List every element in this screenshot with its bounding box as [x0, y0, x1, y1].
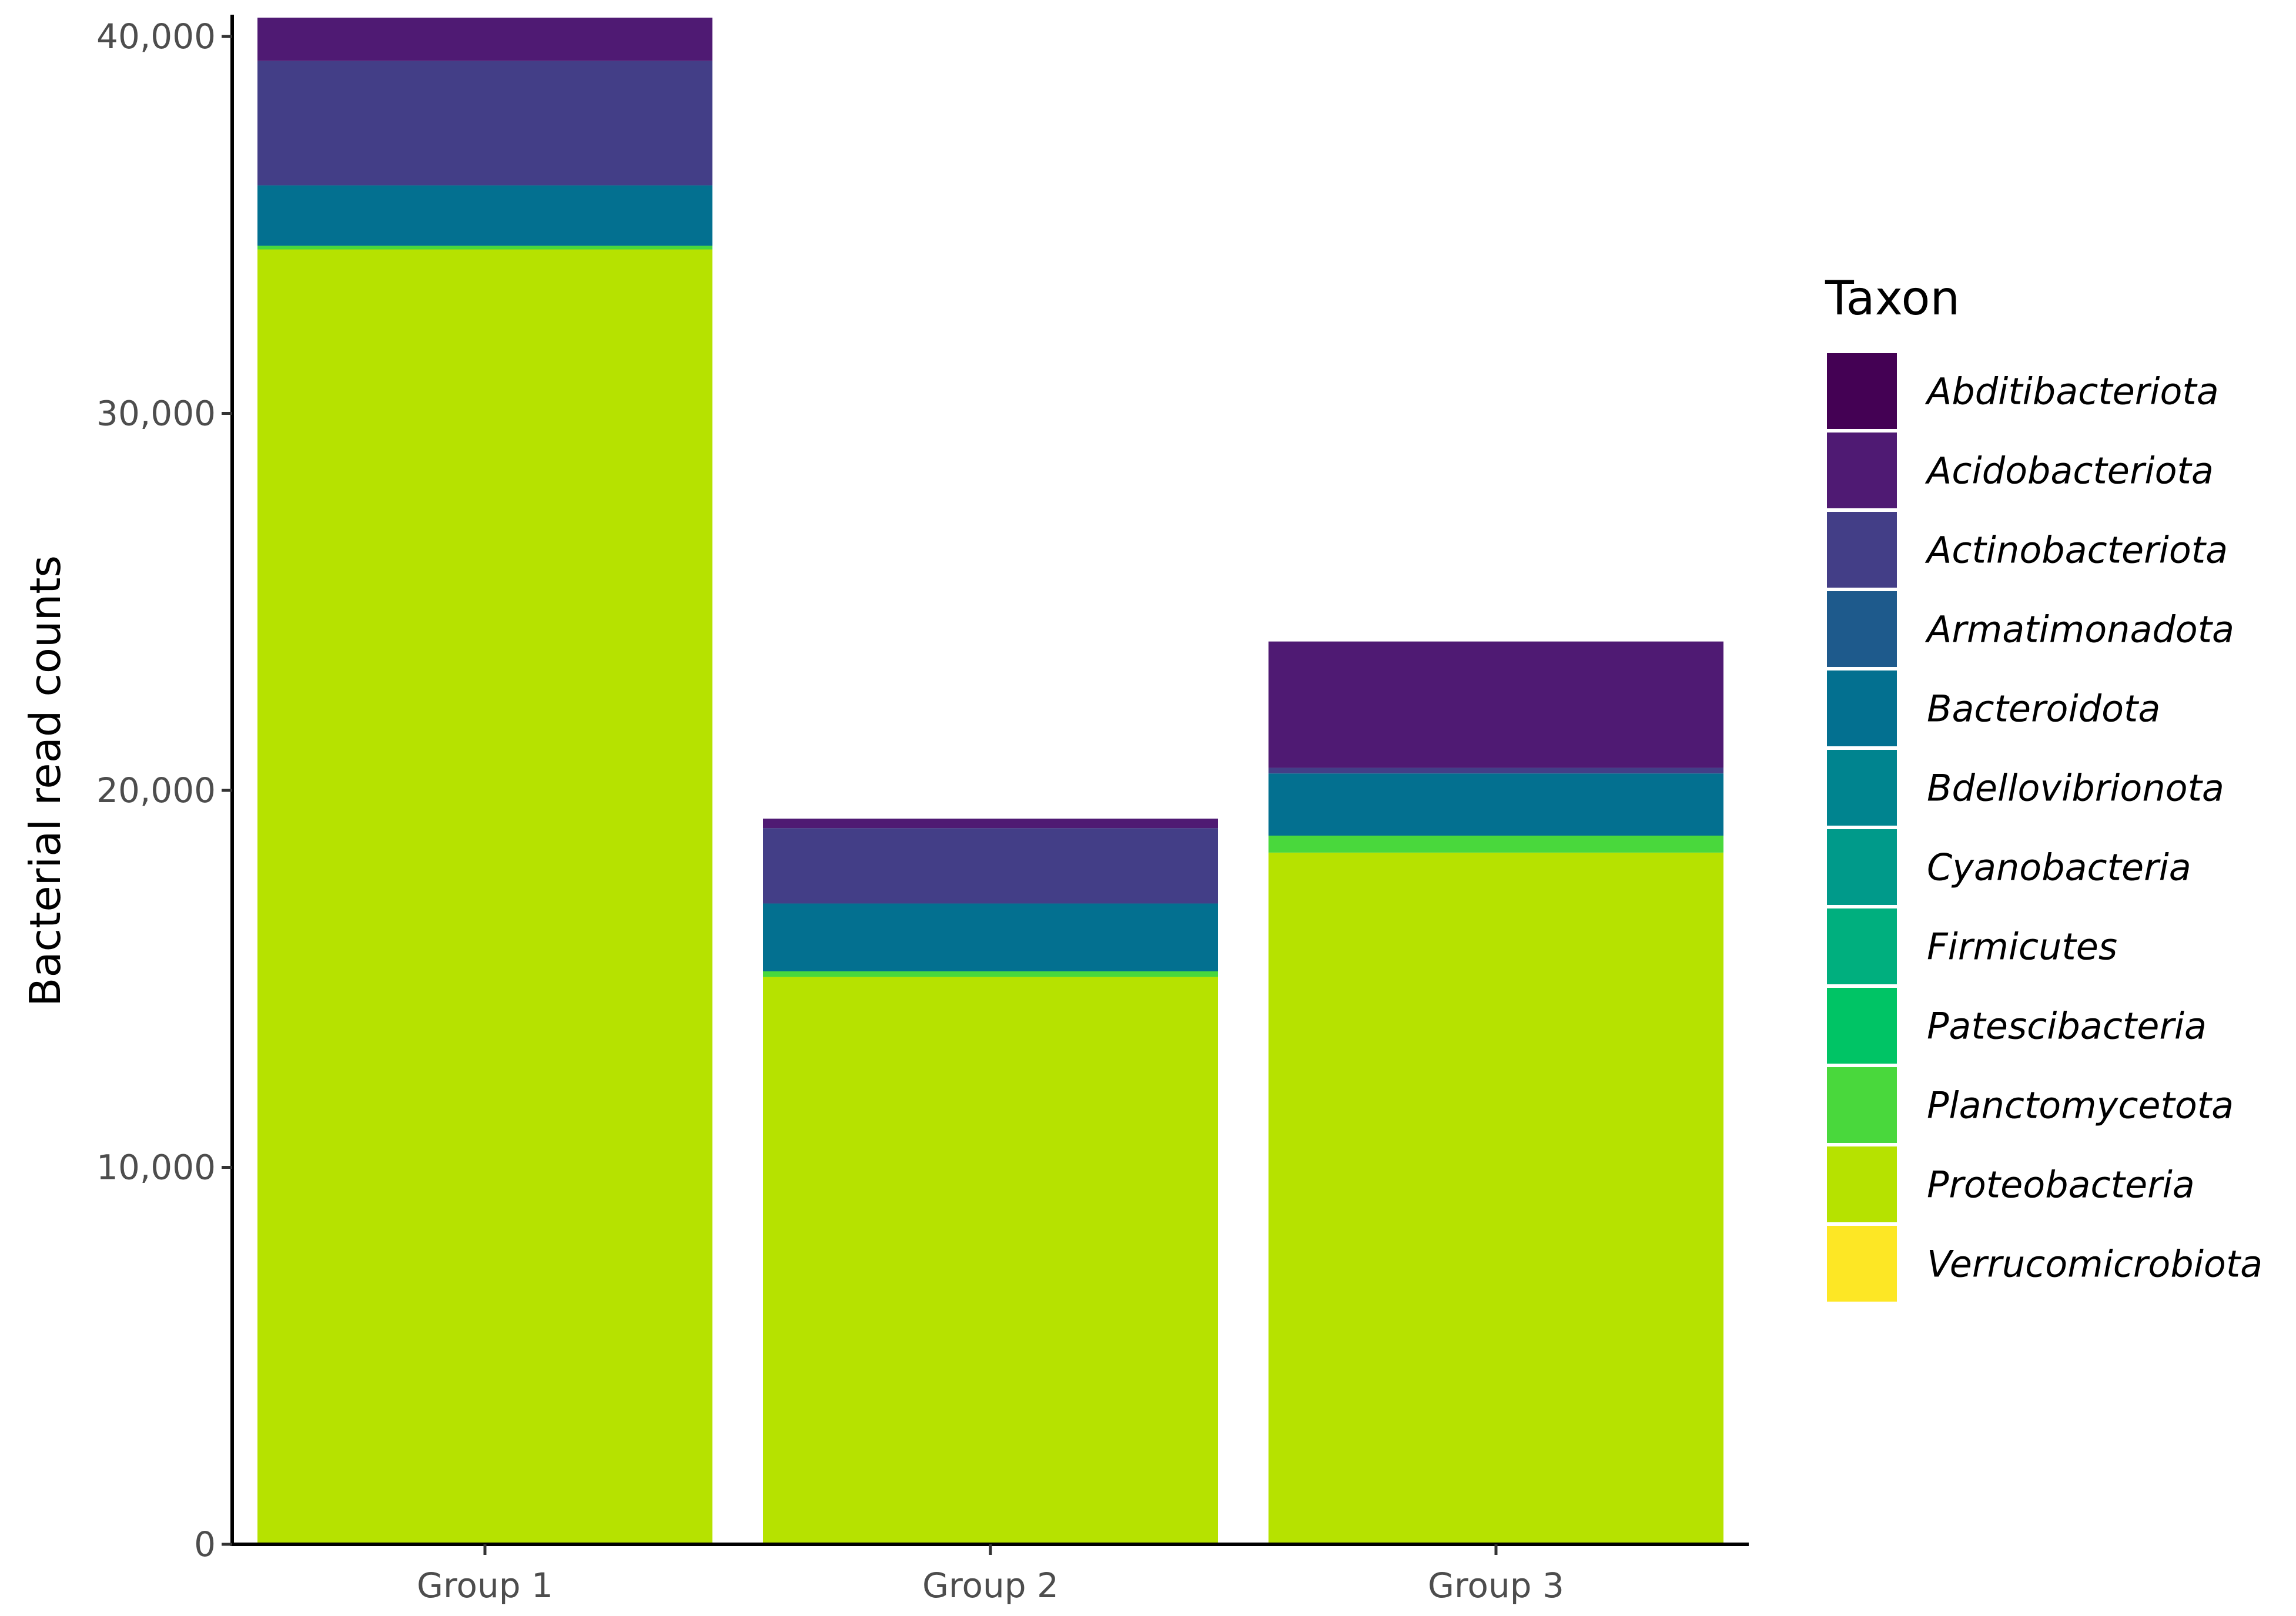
legend-label-bacteroidota: Bacteroidota — [1927, 688, 2160, 730]
legend-key-bdellovibrionota — [1823, 746, 1900, 829]
y-tick-label: 40,000 — [96, 16, 216, 56]
legend-key-actinobacteriota — [1823, 508, 1900, 591]
x-tick-label: Group 3 — [1428, 1565, 1564, 1605]
legend-key-proteobacteria — [1823, 1143, 1900, 1226]
bar-segment-proteobacteria-group-3 — [1269, 852, 1723, 1544]
y-tick-label: 10,000 — [96, 1148, 216, 1188]
y-axis-title: Bacterial read counts — [21, 555, 70, 1007]
bar-segment-actinobacteriota-group-3 — [1269, 767, 1723, 774]
legend-label-cyanobacteria: Cyanobacteria — [1927, 846, 2191, 889]
y-tick-label: 30,000 — [96, 394, 216, 434]
legend-label-firmicutes: Firmicutes — [1927, 926, 2117, 968]
bars-layer — [257, 18, 1723, 1544]
bar-segment-acidobacteriota-group-1 — [257, 18, 712, 61]
legend-label-actinobacteriota: Actinobacteriota — [1925, 529, 2228, 572]
legend-label-patescibacteria: Patescibacteria — [1927, 1005, 2207, 1048]
y-tick-label: 0 — [194, 1524, 216, 1564]
bar-segment-bacteroidota-group-2 — [763, 903, 1218, 971]
bar-segment-acidobacteriota-group-3 — [1269, 641, 1723, 768]
legend-key-verrucomicrobiota — [1823, 1222, 1900, 1305]
legend-title: Taxon — [1825, 271, 1960, 326]
bar-segment-planctomycetota-group-3 — [1269, 836, 1723, 853]
legend-key-cyanobacteria — [1823, 826, 1900, 908]
legend-key-armatimonadota — [1823, 588, 1900, 670]
axes-layer: 0 10,000 20,000 30,000 40,000 Group 1 Group 2 G… — [21, 15, 1749, 1605]
bar-segment-actinobacteriota-group-2 — [763, 828, 1218, 904]
legend-key-abditibacteriota — [1823, 350, 1900, 433]
legend-label-abditibacteriota: Abditibacteriota — [1925, 370, 2219, 413]
bar-segment-proteobacteria-group-2 — [763, 977, 1218, 1544]
bar-segment-acidobacteriota-group-2 — [763, 819, 1218, 829]
y-tick-label: 20,000 — [96, 770, 216, 810]
legend-key-firmicutes — [1823, 905, 1900, 988]
legend-key-acidobacteriota — [1823, 429, 1900, 512]
legend-key-planctomycetota — [1823, 1064, 1900, 1146]
legend: Taxon Abditibacteriota Acidobacteriota Acti… — [1823, 271, 2262, 1305]
x-tick-label: Group 2 — [922, 1565, 1059, 1605]
bar-segment-proteobacteria-group-1 — [257, 249, 712, 1544]
bar-segment-planctomycetota-group-2 — [763, 971, 1218, 977]
x-tick-label: Group 1 — [417, 1565, 553, 1605]
legend-label-acidobacteriota: Acidobacteriota — [1925, 450, 2214, 492]
legend-label-proteobacteria: Proteobacteria — [1927, 1164, 2195, 1206]
bar-segment-actinobacteriota-group-1 — [257, 61, 712, 186]
legend-label-armatimonadota: Armatimonadota — [1925, 608, 2234, 651]
legend-label-verrucomicrobiota: Verrucomicrobiota — [1927, 1243, 2262, 1286]
legend-label-planctomycetota: Planctomycetota — [1927, 1084, 2234, 1127]
bar-segment-bacteroidota-group-1 — [257, 185, 712, 246]
legend-key-patescibacteria — [1823, 984, 1900, 1067]
bar-segment-bacteroidota-group-3 — [1269, 773, 1723, 836]
bar-segment-planctomycetota-group-1 — [257, 246, 712, 250]
legend-label-bdellovibrionota: Bdellovibrionota — [1927, 767, 2224, 810]
legend-key-bacteroidota — [1823, 667, 1900, 750]
